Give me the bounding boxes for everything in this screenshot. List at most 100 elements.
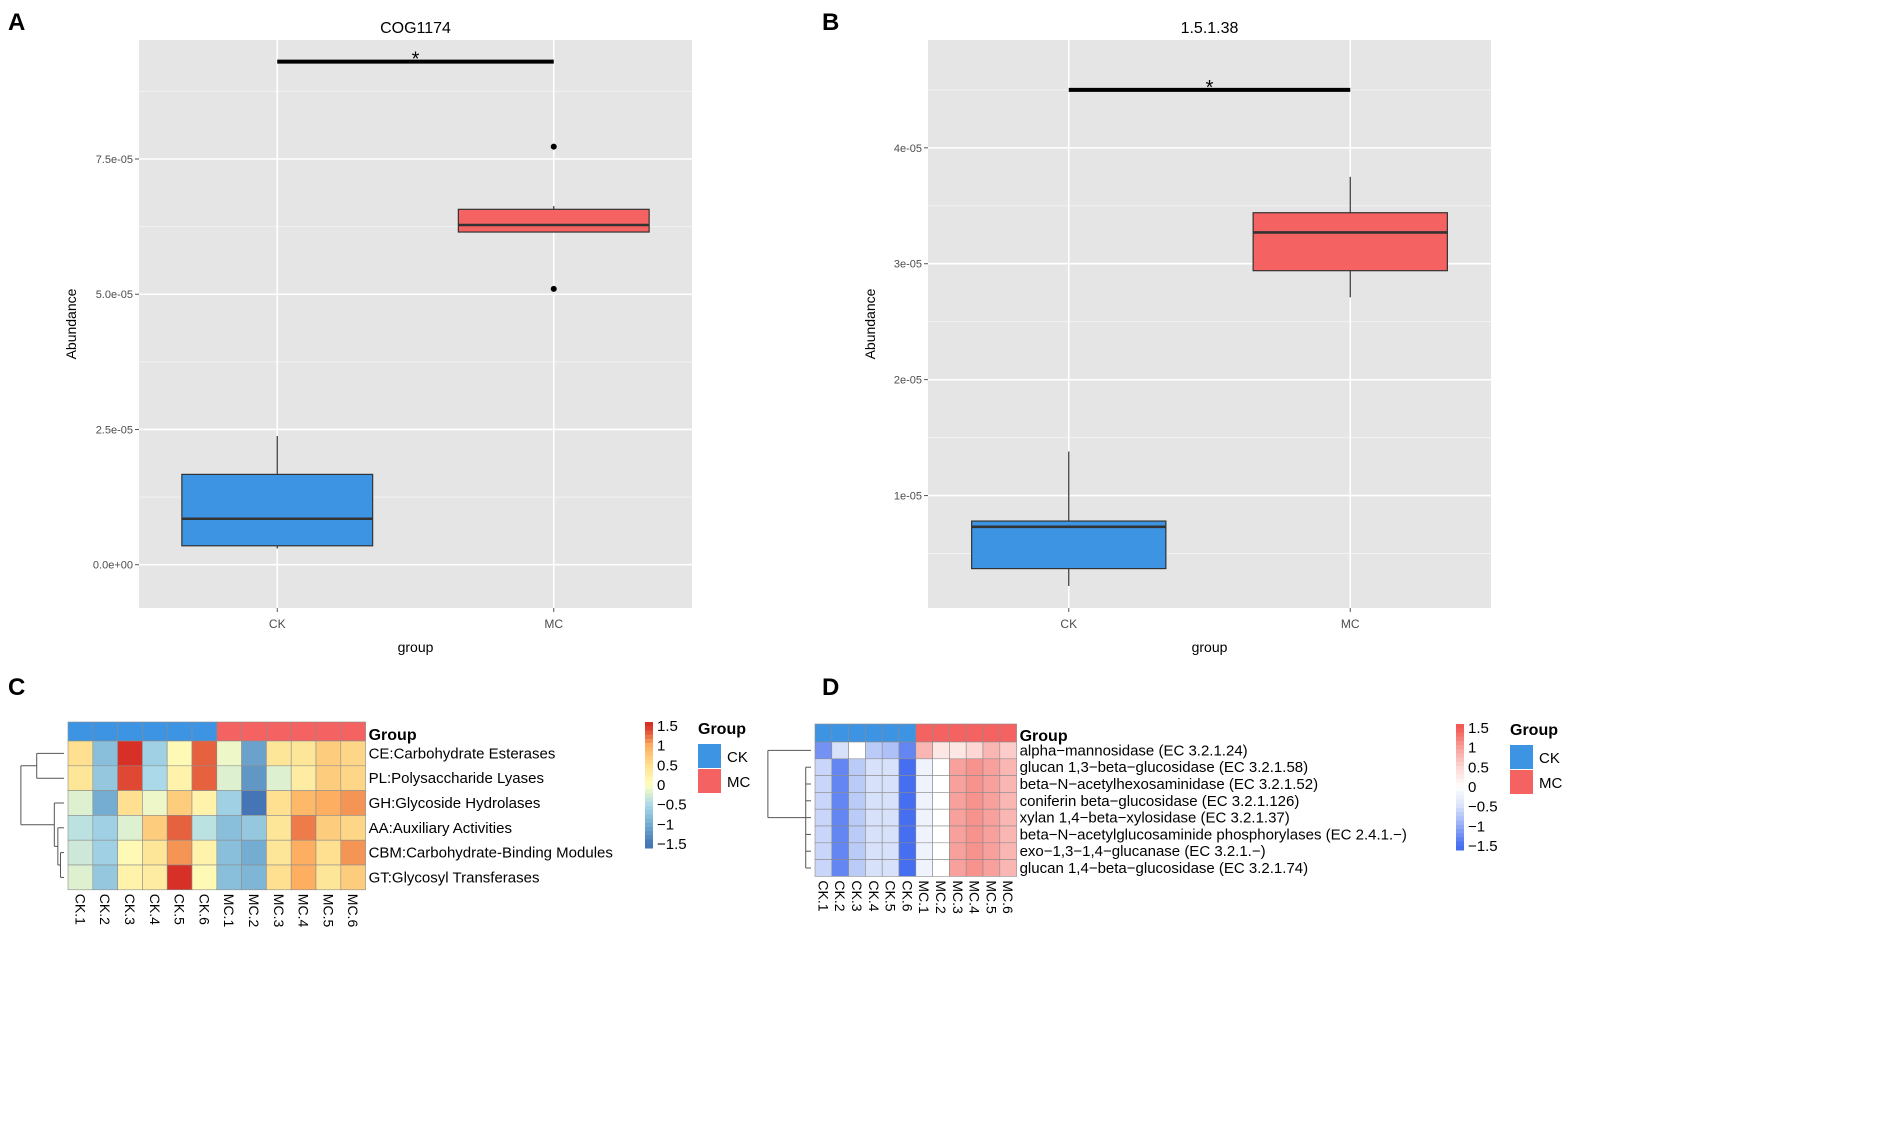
heatmap-cell (881, 842, 900, 860)
heatmap-cell (814, 758, 833, 776)
color-scale-segment (1456, 816, 1464, 822)
heatmap-cell (315, 839, 342, 866)
heatmap-cell (949, 741, 967, 760)
heatmap-cell (831, 825, 849, 844)
heatmap-cell (831, 792, 849, 810)
color-scale-segment (645, 793, 653, 799)
heatmap-cell (241, 864, 267, 891)
group-legend-label: MC (1539, 775, 1562, 792)
heatmap-cell (814, 792, 833, 810)
color-scale-segment (645, 843, 653, 849)
color-scale-segment (645, 827, 653, 832)
heatmap-cell (982, 741, 1001, 760)
color-scale-segment (645, 726, 653, 731)
group-legend-title: Group (698, 721, 746, 738)
outlier-point (550, 285, 557, 292)
heatmap-cell (865, 758, 883, 776)
heatmap-cell (881, 825, 900, 844)
color-scale-label: −0.5 (657, 797, 687, 814)
boxplot-cog1174: 0.0e+00 2.5e-05 5.0e-05 7.5e-05 CK MC * COG1174… (63, 20, 692, 655)
heatmap-cell (848, 808, 866, 827)
heatmap-cell (999, 775, 1017, 793)
color-scale-segment (1456, 795, 1464, 801)
x-tick-label: MC (1341, 617, 1360, 631)
group-annotation-cell (831, 723, 849, 743)
heatmap-cell (241, 790, 267, 816)
heatmap-cell (848, 859, 866, 877)
y-tick-label: 2e-05 (894, 375, 922, 387)
heatmap-cell (92, 815, 118, 841)
heatmap-cell (965, 792, 984, 810)
heatmap-cell (831, 842, 849, 860)
color-scale-segment (645, 747, 653, 752)
y-tick-label: 0.0e+00 (93, 560, 133, 572)
y-tick-label: 7.5e-05 (96, 154, 133, 166)
plot-title: COG1174 (380, 20, 451, 37)
heatmap-cell (831, 808, 849, 827)
heatmap-cell (142, 839, 168, 866)
group-annotation-cell (166, 721, 193, 742)
heatmap-row-label: CE:Carbohydrate Esterases (369, 745, 556, 762)
heatmap-cell (216, 839, 242, 866)
group-annotation-cell (67, 721, 94, 742)
heatmap-cell (814, 741, 833, 760)
color-scale-segment (645, 822, 653, 828)
heatmap-cell (831, 758, 849, 776)
heatmap-row-label: exo−1,3−1,4−glucanase (EC 3.2.1.−) (1020, 843, 1266, 860)
group-annotation-label: Group (1020, 728, 1068, 745)
heatmap-row-label: PL:Polysaccharide Lyases (369, 770, 544, 787)
color-scale-segment (1456, 749, 1464, 754)
color-scale-segment (1456, 732, 1464, 738)
heatmap-row-label: xylan 1,4−beta−xylosidase (EC 3.2.1.37) (1020, 810, 1290, 827)
heatmap-cell (932, 758, 950, 776)
heatmap-cell (92, 839, 118, 866)
heatmap-cell (191, 740, 218, 767)
heatmap-row-label: CBM:Carbohydrate-Binding Modules (369, 845, 613, 862)
y-axis-title: Abundance (63, 288, 79, 359)
heatmap-cell (881, 775, 900, 793)
color-scale-segment (1456, 774, 1464, 780)
color-scale-segment (1456, 728, 1464, 733)
color-scale-segment (645, 768, 653, 773)
heatmap-cell (848, 792, 866, 810)
color-scale-segment (645, 806, 653, 811)
color-scale-segment (645, 814, 653, 820)
heatmap-cell (92, 864, 118, 891)
heatmap-cell (982, 825, 1001, 844)
heatmap-cell (117, 864, 143, 891)
color-scale-segment (1456, 824, 1464, 830)
heatmap-cell (290, 740, 317, 767)
heatmap-cell (142, 790, 168, 816)
color-scale-segment (645, 818, 653, 824)
color-scale-label: 0 (1468, 779, 1476, 796)
heatmap-column-label: CK.6 (196, 894, 212, 925)
heatmap-cell (999, 859, 1017, 877)
x-axis-title: group (398, 639, 434, 655)
heatmap-cell (266, 790, 292, 816)
color-scale-label: −1 (1468, 818, 1485, 835)
heatmap-column-label: MC.1 (221, 894, 237, 928)
color-scale-label: −1 (657, 816, 674, 833)
color-scale-segment (645, 797, 653, 803)
group-legend-label: CK (1539, 750, 1560, 767)
heatmap-cell (241, 839, 267, 866)
figure: A B C D 0.0e+00 2.5e-05 5.0e-05 7.5e-05 CK MC… (8, 9, 1562, 928)
heatmap-column-label: MC.6 (1000, 880, 1016, 914)
color-scale-segment (1456, 833, 1464, 838)
plot-title: 1.5.1.38 (1181, 20, 1239, 37)
heatmap-column-label: CK.4 (147, 894, 163, 925)
outlier-point (550, 143, 557, 150)
heatmap-cell (340, 765, 366, 791)
heatmap-cell (340, 790, 366, 816)
group-annotation-cell (865, 723, 883, 743)
heatmap-cell (92, 765, 118, 791)
group-annotation-cell (216, 721, 242, 742)
group-legend-label: MC (727, 774, 750, 791)
color-scale-segment (1456, 787, 1464, 792)
heatmap-cell (340, 839, 366, 866)
heatmap-cell (999, 842, 1017, 860)
heatmap-cell (965, 842, 984, 860)
y-tick-label: 4e-05 (894, 143, 922, 155)
color-scale-segment (1456, 745, 1464, 750)
panel-label-a: A (8, 9, 25, 36)
